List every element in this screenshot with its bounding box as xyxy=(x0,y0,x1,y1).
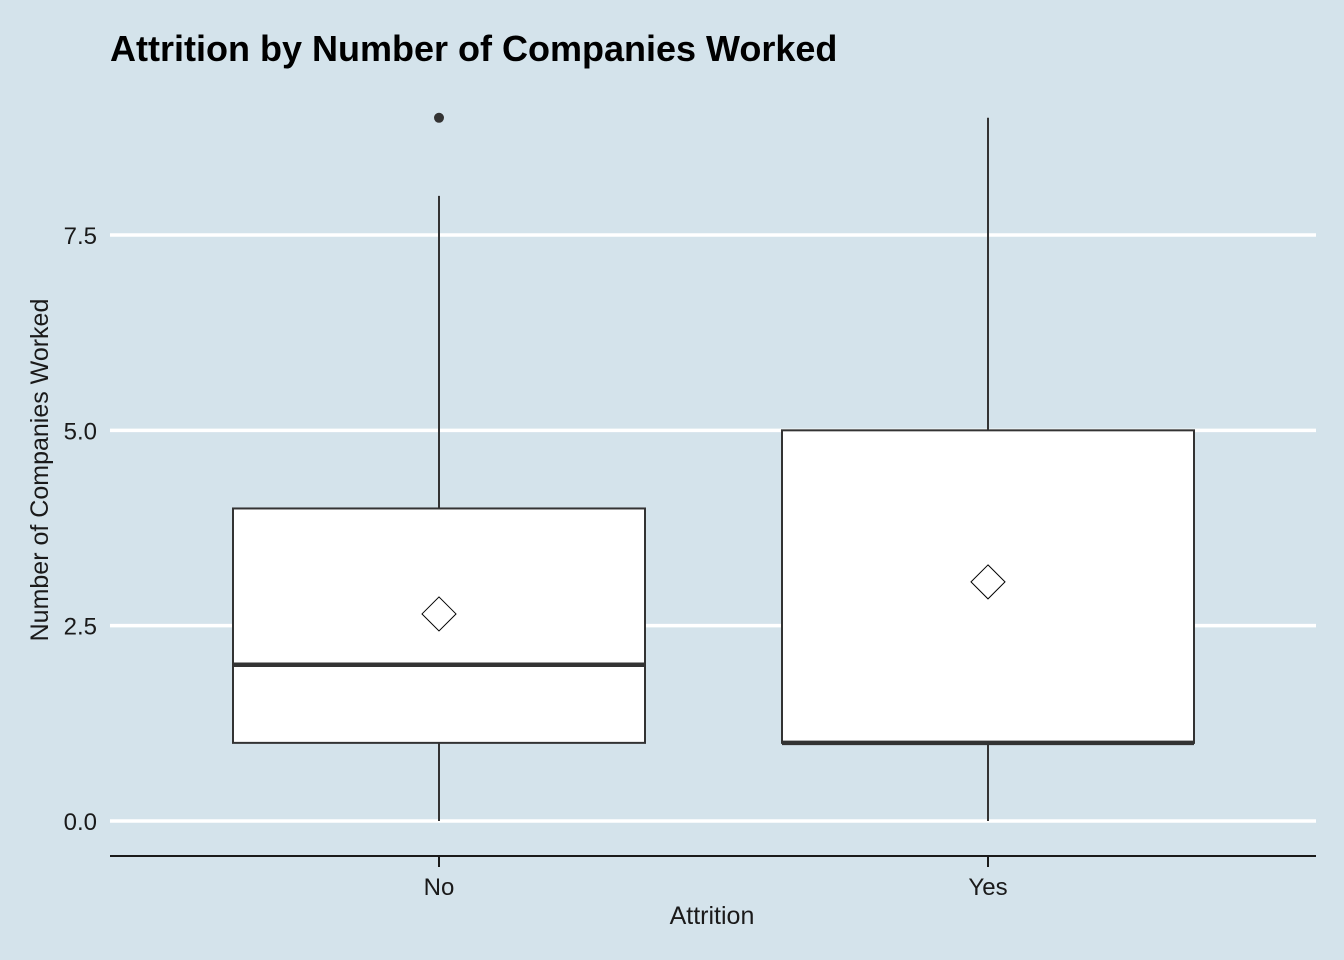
x-axis-title: Attrition xyxy=(670,902,755,930)
x-tick-label: No xyxy=(424,874,455,901)
chart-title: Attrition by Number of Companies Worked xyxy=(110,28,837,69)
y-tick-label: 5.0 xyxy=(64,418,97,445)
y-tick-label: 2.5 xyxy=(64,614,97,641)
y-tick-label: 0.0 xyxy=(64,809,97,836)
mean-marker xyxy=(421,596,457,632)
mean-marker xyxy=(970,564,1006,600)
outlier-point xyxy=(434,112,444,123)
box xyxy=(232,507,646,744)
boxplot-yes xyxy=(781,117,1195,821)
x-tick-label: Yes xyxy=(968,874,1007,901)
x-axis-ticks: No Yes xyxy=(424,856,1008,901)
y-tick-label: 7.5 xyxy=(64,223,97,250)
boxplots xyxy=(232,112,1195,821)
boxplot-no xyxy=(232,112,646,821)
y-axis-tick-labels: 0.0 2.5 5.0 7.5 xyxy=(64,223,97,836)
y-axis-title: Number of Companies Worked xyxy=(26,299,54,642)
